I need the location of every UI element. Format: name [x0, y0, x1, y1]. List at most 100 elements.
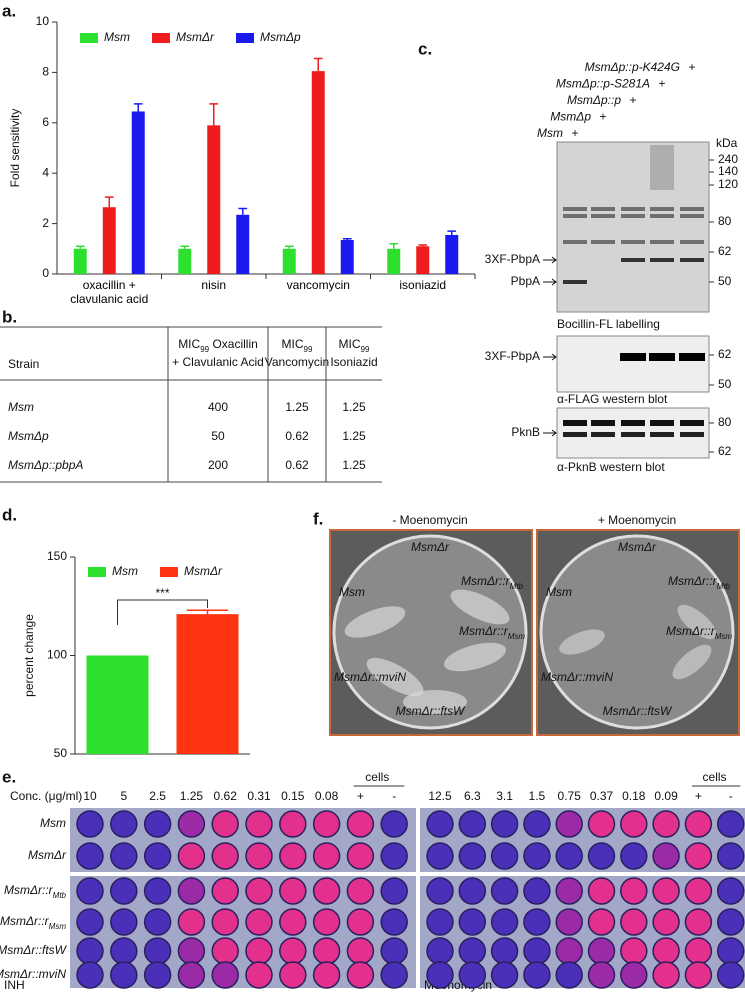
well	[177, 877, 206, 905]
well	[684, 961, 713, 989]
well	[490, 810, 519, 838]
gel-image	[556, 141, 710, 313]
well	[490, 908, 519, 936]
well	[110, 842, 138, 870]
band-arrow	[543, 256, 557, 264]
well	[312, 937, 341, 965]
well	[652, 908, 680, 936]
concentration: +	[357, 789, 364, 803]
bar	[340, 239, 354, 274]
table-cell: Msm	[8, 400, 34, 414]
row-label-main: MsmΔr::mviN	[0, 967, 66, 981]
gel-band	[621, 258, 645, 262]
well	[652, 937, 680, 965]
legend-label: Msm	[104, 30, 130, 44]
well	[523, 810, 551, 838]
row-label-main: MsmΔr::r	[0, 914, 50, 928]
plate-strain: MsmΔr::rMtb	[461, 574, 524, 590]
row-label-sub: Msm	[49, 922, 67, 931]
panel-label: a.	[2, 1, 16, 20]
error-bar	[133, 103, 143, 112]
well	[312, 877, 341, 905]
concentration: 3.1	[496, 789, 513, 803]
plate-strain-main: MsmΔr::ftsW	[603, 704, 673, 718]
bar	[445, 234, 459, 274]
well	[245, 908, 273, 936]
x-tick-label: vancomycin	[286, 278, 350, 292]
row-label: MsmΔr::rMtb	[4, 883, 67, 899]
legend-swatch	[88, 567, 106, 577]
well	[177, 908, 206, 936]
table-cell: 400	[208, 400, 228, 414]
x-tick-label: nisin	[201, 278, 227, 292]
table-header: + Clavulanic Acid	[172, 355, 264, 369]
well	[523, 908, 551, 936]
table-header: Vancomycin	[265, 355, 329, 369]
well	[587, 842, 616, 870]
well	[620, 961, 648, 989]
well	[380, 961, 408, 989]
panel-label: f.	[313, 509, 323, 528]
lane-mark: +	[571, 126, 578, 140]
table-cell: 1.25	[342, 400, 366, 414]
marker-label: 120	[718, 177, 738, 191]
well	[76, 908, 104, 936]
well	[523, 937, 551, 965]
well	[76, 937, 104, 965]
gel-band	[591, 214, 615, 218]
well	[458, 810, 487, 838]
well	[110, 961, 138, 989]
well	[716, 937, 745, 965]
well	[211, 842, 239, 870]
well	[211, 937, 239, 965]
bar	[73, 248, 87, 274]
well	[490, 842, 519, 870]
strain-label: Msm	[537, 126, 563, 140]
well	[177, 961, 206, 989]
well	[458, 842, 487, 870]
well	[716, 908, 745, 936]
well	[279, 937, 307, 965]
well	[587, 937, 616, 965]
band-label: PbpA	[511, 274, 540, 288]
plate-strain: Msm	[546, 585, 572, 599]
bar	[311, 71, 325, 274]
gel-caption: Bocillin-FL labelling	[557, 317, 660, 331]
plate-strain-sub: Mtb	[717, 582, 731, 591]
plate-strain: MsmΔr::rMsm	[666, 624, 732, 640]
well	[587, 877, 616, 905]
well	[279, 810, 307, 838]
row-label: MsmΔr	[28, 848, 67, 862]
band-label: 3XF-PbpA	[485, 349, 540, 363]
header-text: MIC	[178, 337, 200, 351]
gel-band	[563, 280, 587, 284]
well	[458, 908, 487, 936]
error-bar	[418, 244, 428, 247]
error-bar	[238, 207, 248, 215]
gel-band	[620, 353, 646, 361]
gel-band	[650, 207, 674, 211]
well	[76, 842, 104, 870]
well	[380, 908, 408, 936]
well	[587, 908, 616, 936]
row-label-main: MsmΔr::r	[4, 883, 54, 897]
concentration: 0.37	[590, 789, 614, 803]
gel-band	[680, 214, 704, 218]
well	[458, 937, 487, 965]
well	[346, 908, 375, 936]
well	[177, 842, 206, 870]
concentration: -	[392, 789, 396, 803]
concentration: 0.18	[622, 789, 646, 803]
error-bar	[75, 245, 85, 249]
cells-label: cells	[703, 770, 727, 784]
plate-strain: Msm	[339, 585, 365, 599]
legend-swatch	[80, 33, 98, 43]
well	[312, 810, 341, 838]
bacterial-streak	[677, 604, 717, 640]
gel-band	[591, 207, 615, 211]
gel-band	[679, 353, 705, 361]
well	[211, 810, 239, 838]
plate-strain-main: MsmΔr	[618, 540, 657, 554]
concentration: 6.3	[464, 789, 481, 803]
